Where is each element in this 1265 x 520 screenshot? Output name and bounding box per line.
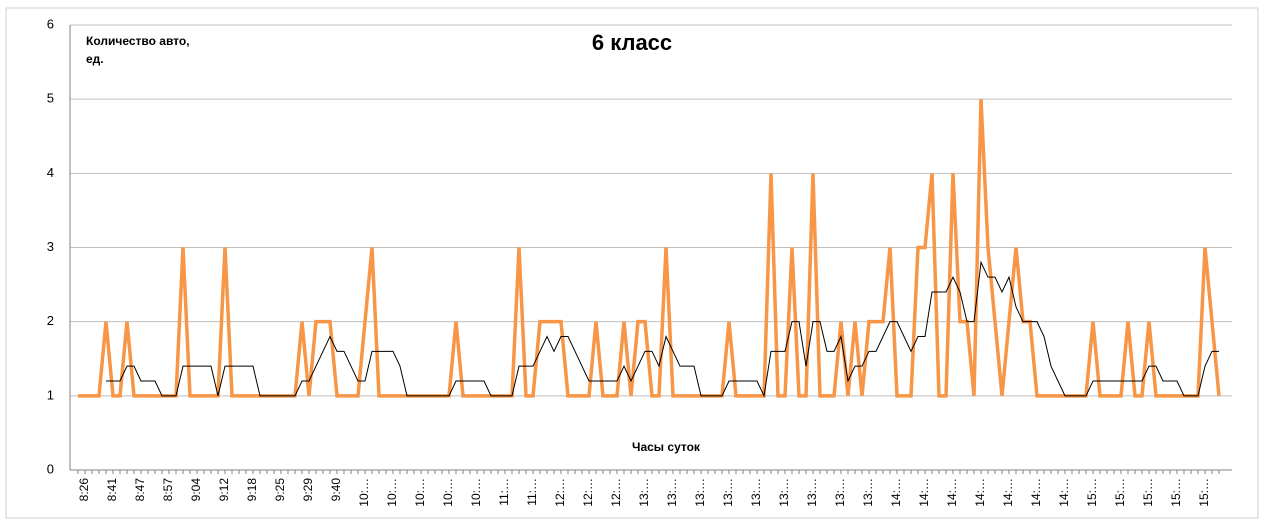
x-tick-label: 10:…: [385, 478, 399, 507]
x-tick-label: 14:…: [1057, 478, 1071, 507]
x-tick-label: 11:…: [525, 478, 539, 506]
x-tick-label: 13:…: [861, 478, 875, 507]
x-tick-label: 10:…: [413, 478, 427, 507]
x-tick-label: 14:…: [973, 478, 987, 507]
y-axis-label: Количество авто,: [86, 34, 190, 48]
x-tick-label: 12:…: [553, 478, 567, 507]
y-tick-label: 6: [47, 16, 54, 31]
x-tick-label: 9:25: [273, 478, 287, 502]
x-tick-label: 13:…: [805, 478, 819, 507]
chart-title: 6 класс: [592, 30, 672, 55]
x-tick-label: 13:…: [665, 478, 679, 507]
x-tick-label: 8:26: [77, 478, 91, 502]
y-tick-label: 4: [47, 165, 54, 180]
x-tick-label: 14:…: [945, 478, 959, 507]
x-tick-label: 15:…: [1169, 478, 1183, 507]
y-axis-label: ед.: [86, 52, 104, 66]
x-tick-label: 14:…: [917, 478, 931, 507]
x-tick-label: 8:57: [161, 478, 175, 502]
series-line: [106, 260, 1219, 398]
y-tick-label: 3: [47, 239, 54, 254]
x-tick-label: 14:…: [1001, 478, 1015, 507]
x-tick-label: 10:…: [469, 478, 483, 507]
y-tick-label: 0: [47, 461, 54, 476]
x-tick-label: 8:41: [105, 478, 119, 502]
x-axis-label: Часы суток: [632, 440, 701, 454]
x-tick-label: 10:…: [357, 478, 371, 507]
x-tick-label: 13:…: [777, 478, 791, 507]
x-tick-label: 13:…: [833, 478, 847, 507]
y-tick-label: 2: [47, 313, 54, 328]
x-tick-label: 9:18: [245, 478, 259, 502]
x-tick-label: 9:04: [189, 478, 203, 502]
chart-frame: [5, 7, 1259, 519]
x-tick-label: 13:…: [637, 478, 651, 507]
x-tick-label: 14:…: [889, 478, 903, 507]
x-tick-label: 14:…: [1029, 478, 1043, 507]
x-tick-label: 8:47: [133, 478, 147, 502]
x-tick-label: 15:…: [1085, 478, 1099, 507]
x-tick-label: 15:…: [1141, 478, 1155, 507]
x-tick-label: 11:…: [497, 478, 511, 506]
x-tick-label: 12:…: [609, 478, 623, 507]
x-tick-label: 9:12: [217, 478, 231, 502]
y-tick-label: 1: [47, 387, 54, 402]
x-tick-label: 13:…: [721, 478, 735, 507]
y-tick-label: 5: [47, 91, 54, 106]
x-tick-label: 15:…: [1113, 478, 1127, 507]
x-tick-label: 13:…: [749, 478, 763, 507]
x-tick-label: 10:…: [441, 478, 455, 507]
x-tick-label: 9:29: [301, 478, 315, 502]
x-tick-label: 13:…: [693, 478, 707, 507]
x-tick-label: 12:…: [581, 478, 595, 507]
x-tick-label: 9:40: [329, 478, 343, 502]
x-tick-label: 15:…: [1197, 478, 1211, 507]
